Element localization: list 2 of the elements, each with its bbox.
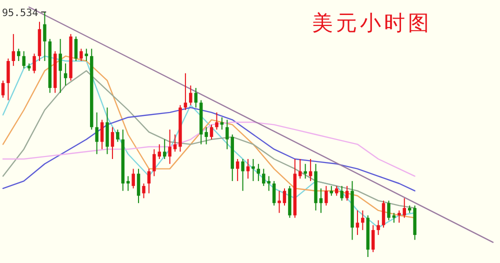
chart-title: 美元小时图	[312, 11, 432, 35]
annotation: 95.534	[2, 8, 38, 19]
